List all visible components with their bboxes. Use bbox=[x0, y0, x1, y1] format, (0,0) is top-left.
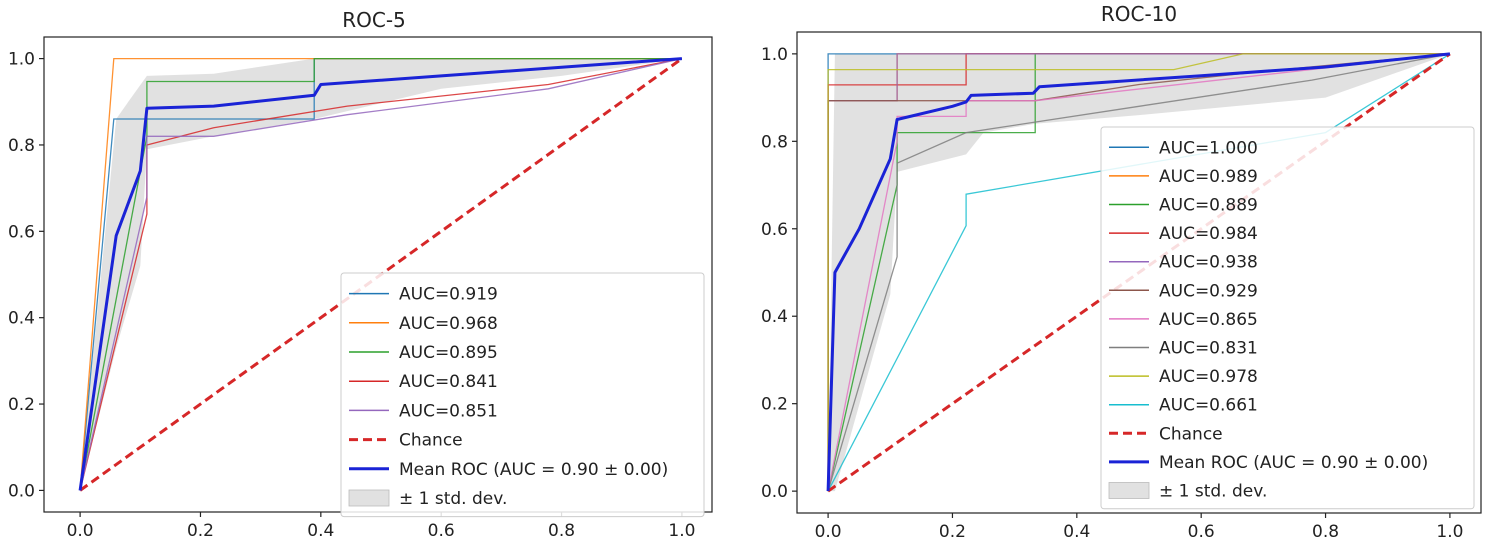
roc-curve-3 bbox=[79, 57, 682, 491]
y-tick-label: 0.8 bbox=[761, 132, 788, 152]
chart-title: ROC-5 bbox=[342, 8, 406, 32]
legend: AUC=0.919 AUC=0.968 AUC=0.895 AUC=0.841 AUC=… bbox=[340, 272, 705, 518]
x-tick-label: 0.4 bbox=[1063, 522, 1090, 542]
y-tick-label: 1.0 bbox=[761, 45, 788, 65]
y-tick-label: 0.4 bbox=[8, 309, 35, 329]
x-tick-label: 0.2 bbox=[939, 522, 966, 542]
roc-curve-10 bbox=[827, 53, 1451, 492]
std-dev-band bbox=[828, 53, 1450, 492]
x-tick-label: 0.0 bbox=[815, 522, 842, 542]
legend-label: ± 1 std. dev. bbox=[399, 489, 507, 509]
y-tick-label: 0.4 bbox=[761, 307, 788, 327]
legend-label: AUC=0.889 bbox=[1159, 196, 1258, 216]
x-tick-label: 1.0 bbox=[1436, 522, 1463, 542]
legend-label: AUC=0.831 bbox=[1159, 339, 1258, 359]
y-tick-label: 0.0 bbox=[761, 482, 788, 502]
roc-curve-9 bbox=[827, 53, 1450, 492]
legend-label: AUC=0.865 bbox=[1159, 310, 1258, 330]
legend-label: Mean ROC (AUC = 0.90 ± 0.00) bbox=[1159, 453, 1428, 473]
x-tick-label: 0.4 bbox=[307, 521, 334, 541]
y-tick-label: 0.2 bbox=[761, 395, 788, 415]
legend-label: AUC=0.938 bbox=[1159, 253, 1258, 273]
legend-label: Chance bbox=[1159, 424, 1223, 444]
legend-label: Mean ROC (AUC = 0.90 ± 0.00) bbox=[399, 460, 668, 480]
roc-5-chart: ROC-5 0.0 0.2 0.4 0.6 0.8 1.0 0.0 0.2 0.4 0.6 0.8 1… bbox=[8, 8, 713, 541]
roc-curve-7 bbox=[827, 53, 1450, 492]
legend-label: AUC=1.000 bbox=[1159, 138, 1258, 158]
axes-frame bbox=[796, 31, 1482, 514]
y-tick-label: 0.6 bbox=[8, 222, 35, 242]
roc-10-chart: ROC-10 0.0 0.2 0.4 0.6 0.8 1.0 0.0 0.2 0.4 0.6 0.8… bbox=[761, 2, 1482, 542]
x-tick-label: 0.8 bbox=[1312, 522, 1339, 542]
legend-box bbox=[1100, 126, 1475, 510]
legend-label: AUC=0.968 bbox=[399, 314, 498, 334]
x-tick-label: 0.2 bbox=[187, 521, 214, 541]
x-tick-label: 1.0 bbox=[668, 521, 695, 541]
legend-box bbox=[340, 272, 705, 518]
y-tick-label: 0.8 bbox=[8, 136, 35, 156]
legend-label: AUC=0.929 bbox=[1159, 281, 1258, 301]
x-tick-label: 0.6 bbox=[1188, 522, 1215, 542]
legend-label: AUC=0.895 bbox=[399, 343, 498, 363]
plot-area bbox=[826, 52, 1451, 493]
y-tick-label: 0.0 bbox=[8, 481, 35, 501]
mean-roc-line bbox=[826, 52, 1451, 492]
legend-label: ± 1 std. dev. bbox=[1159, 482, 1267, 502]
legend-label: AUC=0.841 bbox=[399, 372, 498, 392]
chart-title: ROC-10 bbox=[1101, 2, 1177, 26]
legend-label: AUC=0.661 bbox=[1159, 396, 1258, 416]
legend-label: AUC=0.919 bbox=[399, 285, 498, 305]
legend-label: AUC=0.984 bbox=[1159, 224, 1258, 244]
std-dev-band bbox=[80, 58, 682, 491]
mean-roc-line bbox=[78, 57, 683, 491]
y-tick-label: 0.2 bbox=[8, 395, 35, 415]
roc-curve-4 bbox=[79, 57, 683, 491]
legend-label: AUC=0.978 bbox=[1159, 367, 1258, 387]
y-tick-label: 0.6 bbox=[761, 220, 788, 240]
x-tick-label: 0.8 bbox=[548, 521, 575, 541]
y-tick-label: 1.0 bbox=[8, 50, 35, 70]
legend-label: Chance bbox=[399, 431, 463, 451]
legend: AUC=1.000 AUC=0.989 AUC=0.889 AUC=0.984 AUC=… bbox=[1100, 126, 1475, 510]
legend-label: AUC=0.989 bbox=[1159, 167, 1258, 187]
x-tick-label: 0.6 bbox=[428, 521, 455, 541]
legend-swatch bbox=[348, 489, 390, 507]
x-tick-label: 0.0 bbox=[67, 521, 94, 541]
legend-label: AUC=0.851 bbox=[399, 401, 498, 421]
roc-curve-8 bbox=[827, 53, 1451, 492]
roc-curve-5 bbox=[79, 57, 683, 491]
legend-swatch bbox=[1108, 482, 1150, 499]
